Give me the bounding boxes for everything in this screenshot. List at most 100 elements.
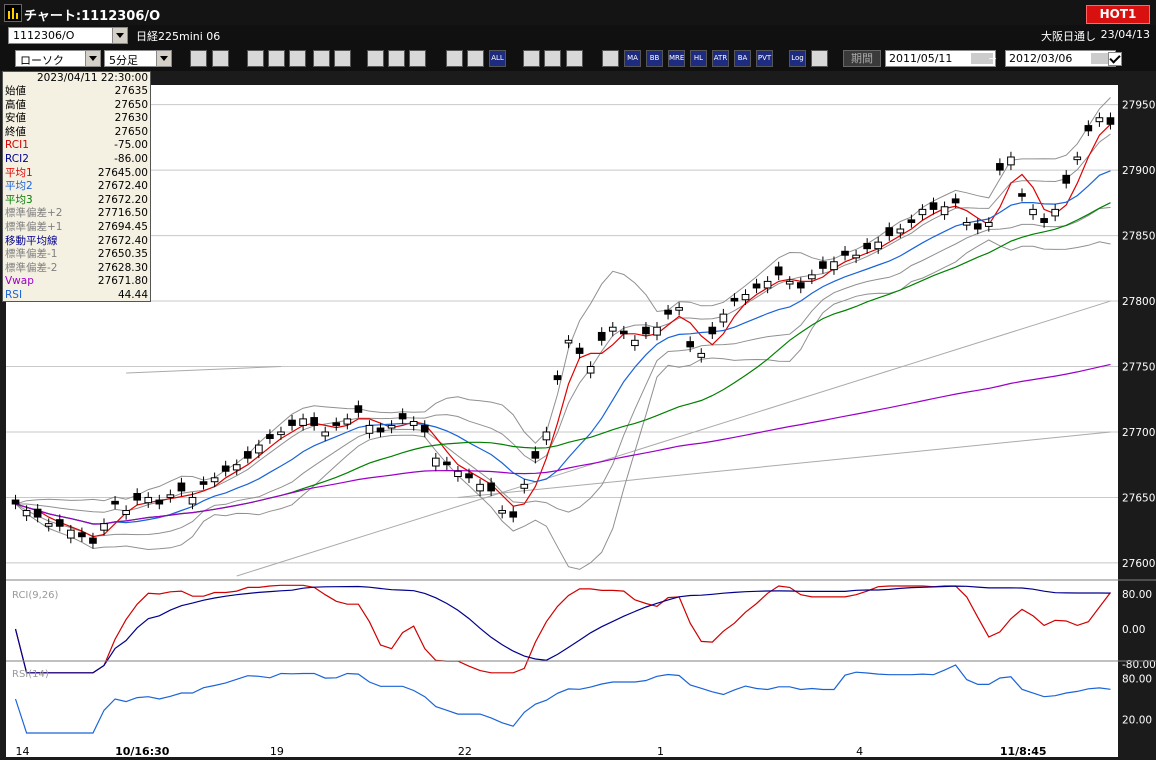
trendline[interactable] xyxy=(457,431,1111,498)
candle-body[interactable] xyxy=(299,418,307,426)
candle-body[interactable] xyxy=(885,227,894,237)
candle-body[interactable] xyxy=(597,331,606,341)
candle-body[interactable] xyxy=(122,510,130,515)
pencil-icon[interactable] xyxy=(367,50,384,67)
bb-button[interactable]: BB xyxy=(646,50,663,67)
candle-body[interactable] xyxy=(498,510,506,514)
color-icon[interactable] xyxy=(566,50,583,67)
candle-body[interactable] xyxy=(940,206,949,216)
download-icon[interactable] xyxy=(247,50,264,67)
candle-body[interactable] xyxy=(67,529,75,539)
candle-body[interactable] xyxy=(808,274,816,280)
chevron-down-icon[interactable] xyxy=(85,51,100,66)
candle-body[interactable] xyxy=(984,221,993,227)
undo-icon[interactable] xyxy=(409,50,426,67)
candle-body[interactable] xyxy=(232,464,241,471)
candle-body[interactable] xyxy=(1018,193,1026,197)
candle-body[interactable] xyxy=(962,221,971,226)
grid-icon[interactable] xyxy=(602,50,619,67)
flag-icon[interactable] xyxy=(313,50,330,67)
cursor-icon[interactable] xyxy=(212,50,229,67)
candle-body[interactable] xyxy=(243,451,252,459)
candle-body[interactable] xyxy=(443,461,451,466)
candle-body[interactable] xyxy=(321,431,330,437)
candle-body[interactable] xyxy=(1040,218,1048,223)
candle-body[interactable] xyxy=(586,366,595,374)
candle-body[interactable] xyxy=(11,499,20,505)
apply-checkbox[interactable] xyxy=(1108,52,1122,66)
candle-body[interactable] xyxy=(155,499,164,505)
price-chart[interactable]: 27950 27900 27850 27800 27750 27700 27650 27600… xyxy=(0,71,1156,760)
chart-icon[interactable] xyxy=(289,50,306,67)
candle-body[interactable] xyxy=(830,261,838,271)
candle-body[interactable] xyxy=(343,418,352,425)
candle-body[interactable] xyxy=(210,477,219,483)
calendar-icon[interactable] xyxy=(971,53,993,64)
trendline[interactable] xyxy=(236,300,1111,577)
candle-body[interactable] xyxy=(896,228,905,234)
candle-body[interactable] xyxy=(454,470,462,477)
period-button[interactable]: 期間 xyxy=(843,50,881,67)
candle-body[interactable] xyxy=(852,254,860,259)
candle-body[interactable] xyxy=(631,339,639,347)
candle-body[interactable] xyxy=(487,482,495,492)
candle-body[interactable] xyxy=(763,280,772,289)
candle-body[interactable] xyxy=(100,523,108,531)
candle-body[interactable] xyxy=(907,219,916,223)
candle-body[interactable] xyxy=(1029,208,1037,216)
candle-body[interactable] xyxy=(553,375,562,381)
candle-body[interactable] xyxy=(376,427,385,433)
candle-body[interactable] xyxy=(819,261,827,269)
candle-body[interactable] xyxy=(144,496,153,504)
candle-body[interactable] xyxy=(951,198,960,204)
mre-button[interactable]: MRE xyxy=(668,50,685,67)
candle-body[interactable] xyxy=(774,266,783,276)
candle-body[interactable] xyxy=(686,341,695,348)
candle-body[interactable] xyxy=(564,339,573,344)
candle-body[interactable] xyxy=(199,481,208,485)
candle-body[interactable] xyxy=(664,309,672,315)
candle-body[interactable] xyxy=(1095,117,1104,123)
candle-body[interactable] xyxy=(78,532,86,538)
log-button[interactable]: Log xyxy=(789,50,806,67)
candle-body[interactable] xyxy=(354,405,363,413)
chart-style-select[interactable]: ローソク xyxy=(15,50,101,67)
chevron-down-icon[interactable] xyxy=(156,51,171,66)
wrench-icon[interactable] xyxy=(544,50,561,67)
all-icon[interactable]: ALL xyxy=(489,50,506,67)
candle-body[interactable] xyxy=(874,241,883,250)
candle-body[interactable] xyxy=(575,347,584,354)
candle-body[interactable] xyxy=(431,457,440,467)
candle-body[interactable] xyxy=(177,482,186,492)
chevron-down-icon[interactable] xyxy=(112,28,127,43)
candle-body[interactable] xyxy=(642,326,650,335)
candle-body[interactable] xyxy=(509,511,518,518)
candle-body[interactable] xyxy=(531,451,540,459)
candle-body[interactable] xyxy=(166,494,175,498)
candle-body[interactable] xyxy=(863,242,871,250)
timeframe-select[interactable]: 5分足 xyxy=(104,50,172,67)
candle-body[interactable] xyxy=(288,419,296,426)
candle-body[interactable] xyxy=(310,417,318,426)
candle-body[interactable] xyxy=(653,326,661,336)
candle-body[interactable] xyxy=(719,313,728,323)
candle-body[interactable] xyxy=(620,330,628,335)
candlesticks[interactable] xyxy=(11,112,1115,549)
candle-body[interactable] xyxy=(221,465,230,472)
candle-body[interactable] xyxy=(608,326,617,332)
candle-body[interactable] xyxy=(255,444,263,454)
candle-body[interactable] xyxy=(542,431,551,441)
candle-body[interactable] xyxy=(1051,208,1059,217)
hl-button[interactable]: HL xyxy=(690,50,707,67)
candle-body[interactable] xyxy=(708,326,717,335)
candle-body[interactable] xyxy=(33,508,42,518)
candle-body[interactable] xyxy=(918,208,927,216)
candle-body[interactable] xyxy=(1062,174,1071,184)
zoom-icon[interactable] xyxy=(190,50,207,67)
candle-body[interactable] xyxy=(22,510,31,517)
candle-body[interactable] xyxy=(973,223,982,230)
candle-body[interactable] xyxy=(277,431,285,436)
candle-body[interactable] xyxy=(1084,125,1093,132)
candle-body[interactable] xyxy=(188,496,197,505)
export-icon[interactable] xyxy=(811,50,828,67)
